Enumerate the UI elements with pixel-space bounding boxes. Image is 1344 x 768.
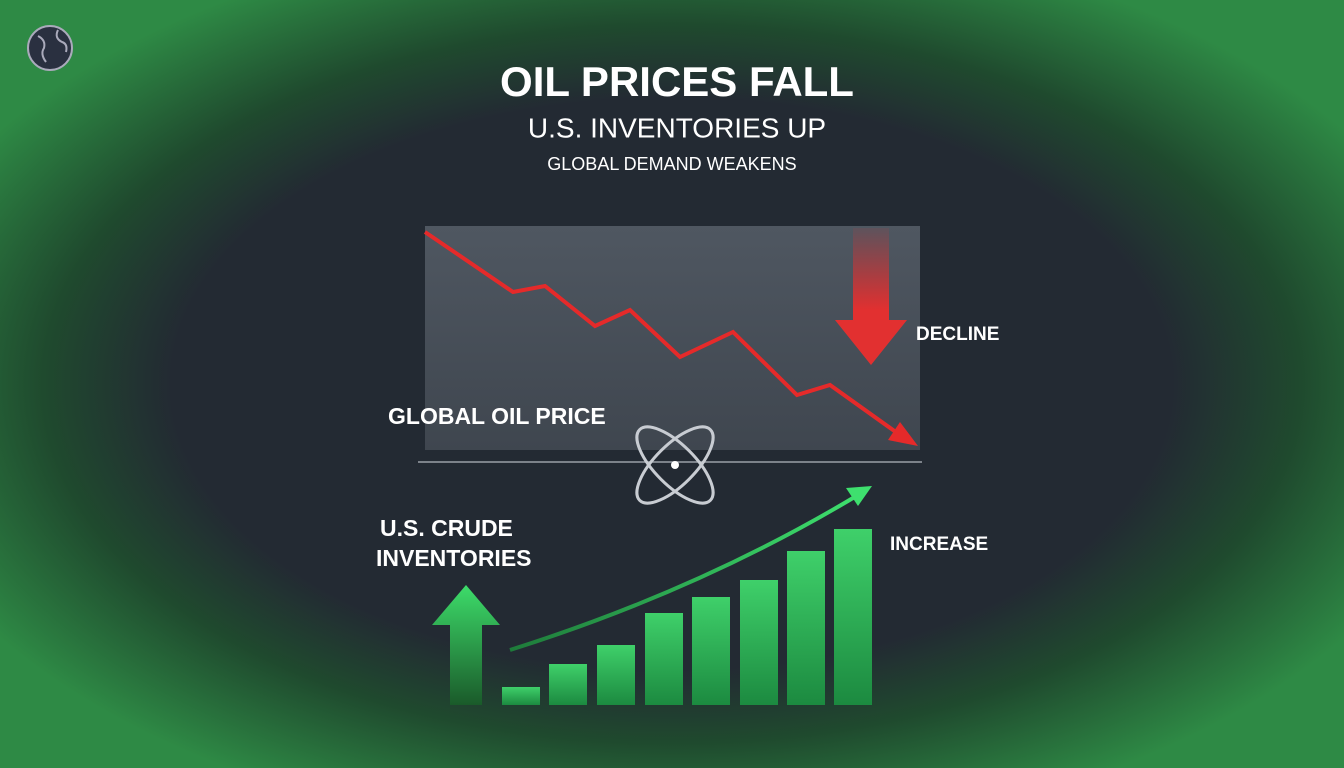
bar (740, 580, 778, 705)
decline-arrow (835, 228, 907, 365)
title: OIL PRICES FALL (500, 58, 854, 105)
bar (787, 551, 825, 705)
inventory-bars (502, 529, 872, 705)
price-panel (425, 226, 920, 450)
subtitle: U.S. INVENTORIES UP (528, 112, 826, 143)
price-line-arrowhead (888, 422, 918, 446)
increase-arrow (432, 585, 500, 705)
globe-icon (27, 25, 73, 71)
atom-icon (635, 425, 715, 505)
bar (549, 664, 587, 705)
inventory-label: INVENTORIES (376, 545, 532, 571)
bar (834, 529, 872, 705)
bar (692, 597, 730, 705)
price-label: GLOBAL OIL PRICE (388, 403, 606, 429)
decline-label: DECLINE (916, 324, 999, 345)
bar (502, 687, 540, 705)
price-line (423, 230, 902, 437)
increase-label: INCREASE (890, 534, 988, 555)
growth-curve-arrowhead (846, 486, 872, 506)
growth-curve (509, 493, 860, 652)
inventory-label: U.S. CRUDE (380, 515, 513, 541)
bar (597, 645, 635, 705)
bar (645, 613, 683, 705)
tagline: GLOBAL DEMAND WEAKENS (547, 154, 796, 174)
